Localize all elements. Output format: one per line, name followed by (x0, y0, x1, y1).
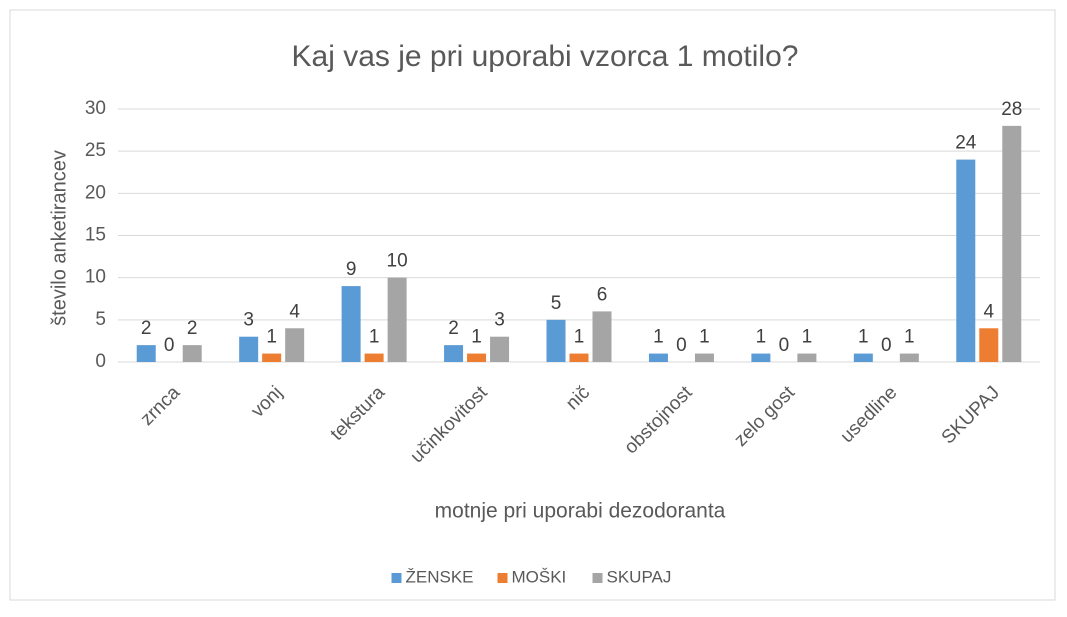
bar (546, 319, 566, 362)
bar (569, 353, 589, 362)
y-axis-label: število anketirancev (48, 150, 70, 326)
data-label: 1 (653, 327, 664, 348)
bar (490, 336, 510, 362)
bar (341, 286, 361, 362)
data-label: 2 (141, 318, 152, 339)
bar (364, 353, 384, 362)
data-label: 1 (802, 327, 813, 348)
bar (853, 353, 873, 362)
bar (136, 345, 156, 362)
y-tick-label: 30 (85, 98, 106, 119)
bar (182, 345, 202, 362)
data-label: 1 (699, 327, 710, 348)
data-label: 2 (187, 318, 198, 339)
data-label: 5 (551, 293, 562, 314)
chart-frame (9, 9, 1056, 601)
legend-label: SKUPAJ (607, 567, 672, 586)
data-label: 28 (1001, 99, 1022, 120)
bar (694, 353, 714, 362)
data-label: 3 (494, 310, 505, 331)
bar (239, 336, 259, 362)
y-tick-label: 15 (85, 225, 106, 246)
data-label: 3 (243, 310, 254, 331)
data-label: 10 (387, 251, 408, 272)
y-tick-label: 5 (95, 309, 106, 330)
data-label: 0 (164, 335, 175, 356)
data-label: 2 (448, 318, 459, 339)
legend-swatch (497, 573, 508, 583)
bar (1002, 125, 1022, 362)
data-label: 1 (858, 327, 869, 348)
chart-title: Kaj vas je pri uporabi vzorca 1 motilo? (292, 40, 799, 73)
bar (262, 353, 282, 362)
bar (751, 353, 771, 362)
data-label: 1 (574, 327, 585, 348)
legend-swatch (592, 573, 603, 583)
data-label: 0 (881, 335, 892, 356)
data-label: 4 (983, 301, 994, 322)
bar (979, 328, 999, 362)
y-tick-label: 0 (95, 351, 106, 372)
legend-label: ŽENSKE (406, 567, 474, 586)
bar (648, 353, 668, 362)
data-label: 9 (346, 259, 357, 280)
bar (387, 277, 407, 362)
data-label: 0 (676, 335, 687, 356)
y-tick-label: 25 (85, 140, 106, 161)
bar (285, 328, 305, 362)
bar (797, 353, 817, 362)
data-label: 6 (597, 284, 608, 305)
bar (956, 159, 976, 362)
y-tick-label: 20 (85, 182, 106, 203)
data-label: 1 (756, 327, 767, 348)
x-axis-label: motnje pri uporabi dezodoranta (435, 500, 726, 523)
bar (899, 353, 919, 362)
legend-label: MOŠKI (512, 567, 567, 586)
y-tick-label: 10 (85, 267, 106, 288)
data-label: 1 (266, 327, 277, 348)
data-label: 4 (289, 301, 300, 322)
bar (444, 345, 464, 362)
bar (592, 311, 612, 362)
bar (467, 353, 487, 362)
data-label: 1 (904, 327, 915, 348)
data-label: 0 (779, 335, 790, 356)
data-label: 24 (955, 133, 977, 154)
legend-swatch (391, 573, 402, 583)
data-label: 1 (369, 327, 380, 348)
data-label: 1 (471, 327, 482, 348)
